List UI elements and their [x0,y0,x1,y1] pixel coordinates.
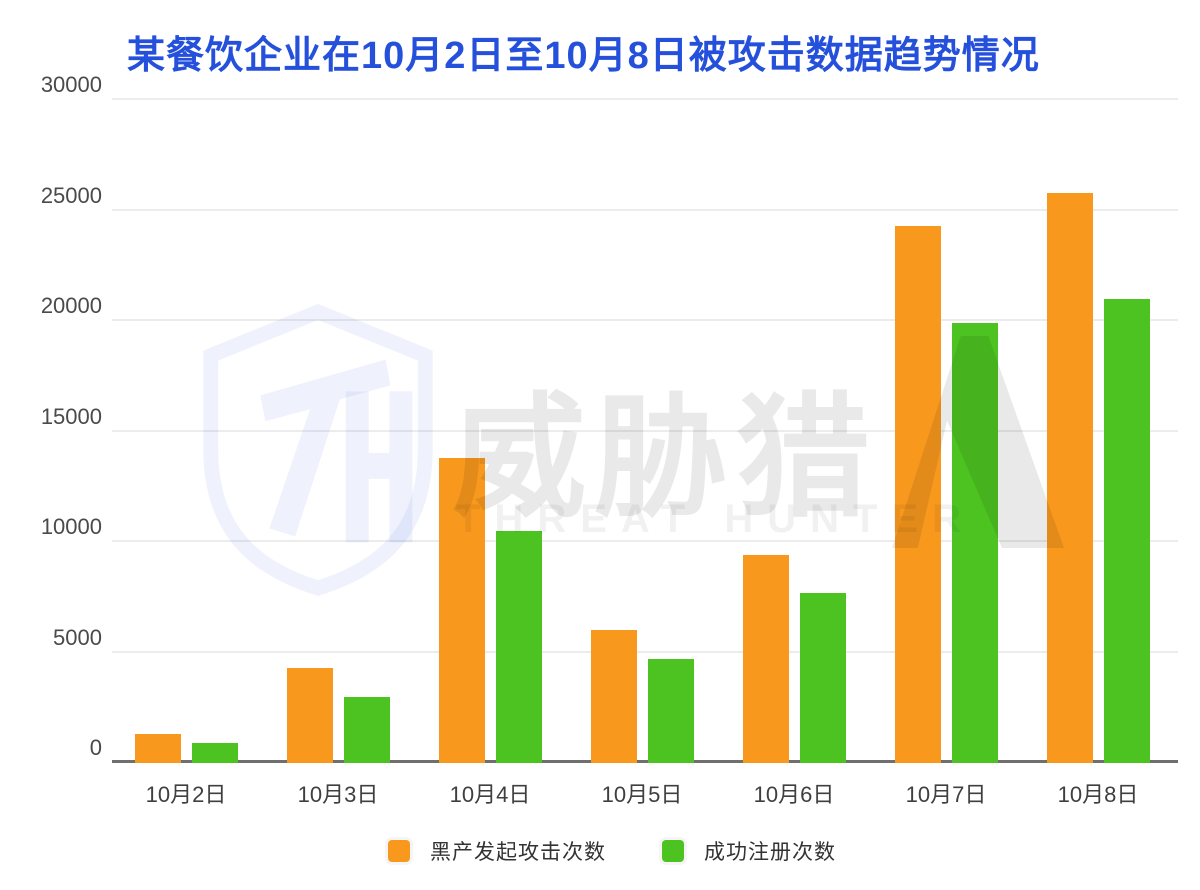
x-axis-label: 10月6日 [753,782,835,807]
gridline [112,429,1178,432]
legend-item-attacks: 黑产发起攻击次数 [388,836,606,866]
bar-registrations [495,531,542,763]
gridline [112,540,1178,542]
bar-registrations [647,659,694,763]
bar-attacks [1046,192,1093,763]
bar-group [286,100,390,763]
bar-registrations [799,592,846,763]
bar-attacks [742,555,789,763]
bar-attacks [438,458,485,763]
bar-group [742,100,846,763]
legend-label-registrations: 成功注册次数 [704,841,836,864]
gridline [112,208,1178,211]
y-axis-tick-label: 10000 [40,514,102,539]
y-axis-tick-label: 0 [89,735,102,760]
legend-item-registrations: 成功注册次数 [662,836,836,866]
x-axis-label: 10月3日 [297,782,379,807]
bar-registrations [343,696,390,763]
gridline [112,98,1178,100]
bar-group [894,100,998,763]
bar-registrations [951,323,998,763]
gridline [112,650,1178,653]
x-axis-label: 10月2日 [145,782,227,807]
bar-group [590,100,694,763]
bar-group [438,100,542,763]
bar-attacks [286,668,333,763]
y-axis-tick-label: 15000 [40,403,102,429]
x-axis-label: 10月7日 [905,782,987,807]
x-axis-line [112,760,1178,763]
bar-registrations [1103,298,1150,763]
x-axis-label: 10月4日 [449,782,531,807]
x-axis-label: 10月8日 [1057,782,1139,807]
bar-group [134,100,238,763]
plot-area: 0 5000 10000 15000 20000 25000 30000 10月2日 10月3日… [41,72,1178,807]
bar-group [1046,100,1150,763]
bar-attacks [590,630,637,763]
bar-attacks [134,734,181,763]
legend: 黑产发起攻击次数 成功注册次数 [388,836,836,866]
bar-attacks [894,226,941,763]
y-axis-tick-label: 30000 [40,72,102,97]
registrations-swatch-icon [662,840,684,862]
gridline [112,319,1178,321]
x-axis-label: 10月5日 [601,782,683,807]
y-axis-tick-label: 20000 [40,293,102,318]
y-axis-tick-label: 25000 [40,182,102,208]
bar-registrations [191,743,238,763]
legend-label-attacks: 黑产发起攻击次数 [430,841,606,864]
y-axis-tick-label: 5000 [53,624,102,650]
attacks-swatch-icon [388,840,410,862]
chart-title: 某餐饮企业在10月2日至10月8日被攻击数据趋势情况 [127,35,1040,77]
